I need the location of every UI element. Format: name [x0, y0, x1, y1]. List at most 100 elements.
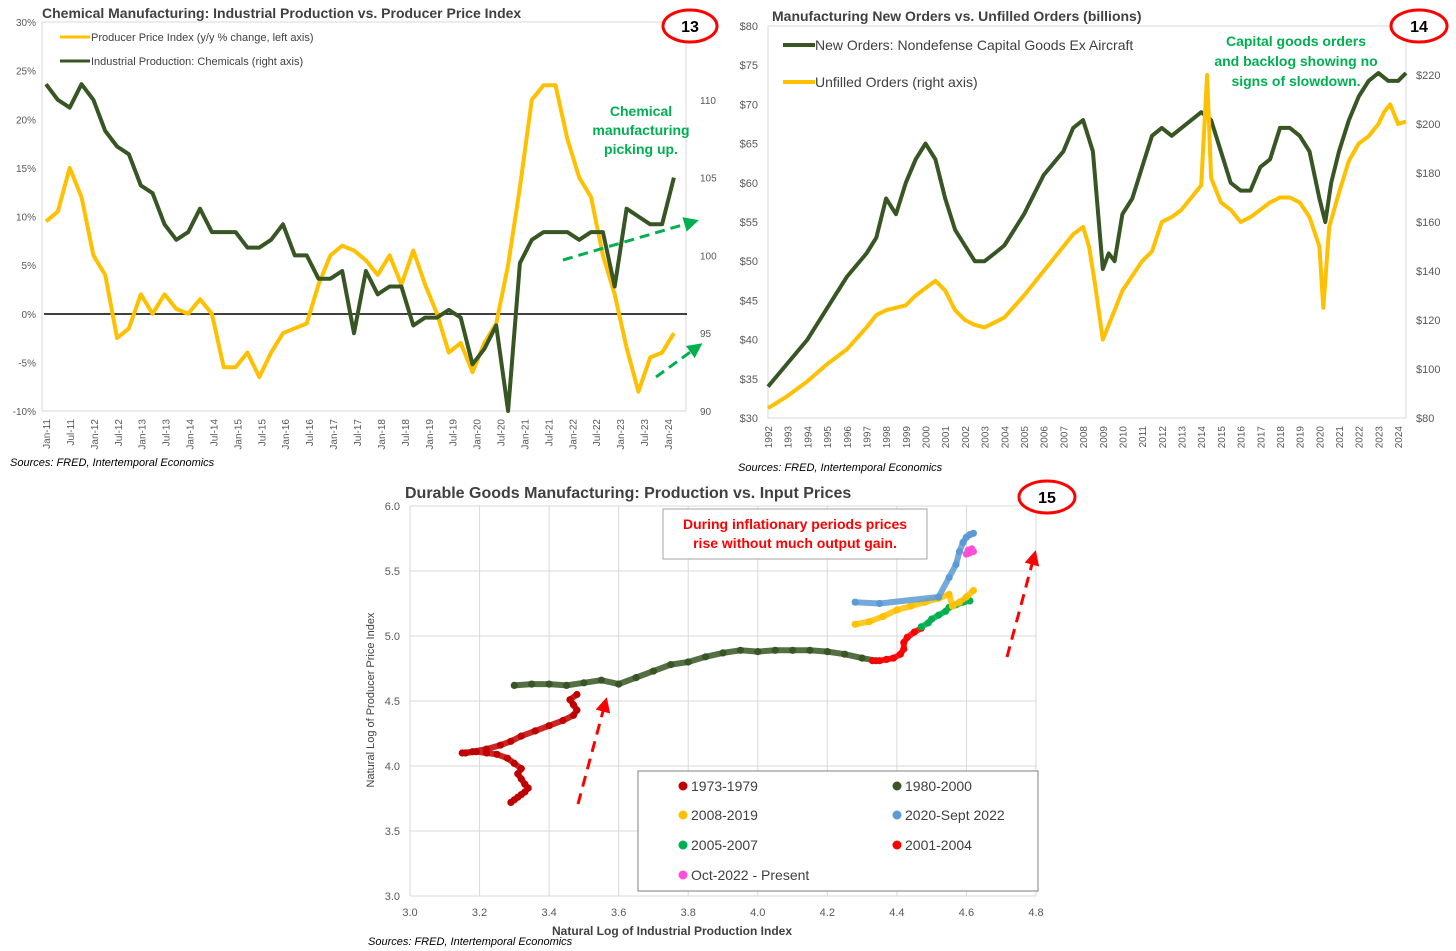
chart-14-y-right-tick-220: $220	[1416, 70, 1440, 82]
chart-14-series-line-new-orders	[766, 71, 1408, 388]
chart-15-point-2001-2004	[900, 645, 908, 653]
chart-14: Manufacturing New Orders vs. Unfilled Or…	[738, 8, 1449, 474]
chart-13-x-axis: Jan-11 Jul-11 Jan-12 Jul-12 Jan-13 Jul-13 Jan-…	[42, 419, 675, 450]
chart-13-plot-frame	[41, 21, 687, 412]
chart-14-x-tick-2018: 2018	[1276, 426, 1287, 449]
chart-14-y-left-tick-35: $35	[740, 374, 758, 386]
chart-14-y-left-tick-65: $65	[740, 139, 758, 151]
chart-13-x-tick-jul-11: Jul-11	[66, 419, 77, 446]
chart-14-x-tick-2003: 2003	[981, 426, 992, 449]
chart-15-point-2020-sept-2022	[935, 593, 943, 601]
chart-15-annotation-line-1: During inflationary periods prices	[683, 516, 907, 532]
chart-15-point-1980-2000	[667, 661, 675, 669]
chart-15-legend-box	[637, 770, 1039, 892]
chart-15-point-1973-1979	[521, 780, 529, 788]
chart-15-number-badge	[1017, 479, 1077, 515]
chart-14-x-tick-1992: 1992	[764, 426, 775, 449]
chart-14-x-tick-2008: 2008	[1079, 426, 1090, 449]
chart-15-point-2008-2019	[948, 602, 957, 610]
chart-13-x-tick-jan-18: Jan-18	[377, 419, 388, 450]
chart-15-point-1980-2000	[615, 680, 623, 688]
chart-13-legend: Producer Price Index (y/y % change, left…	[60, 32, 314, 68]
chart-15-point-2008-2019	[851, 620, 859, 628]
chart-15-y-tick-3-5: 3.5	[385, 826, 400, 838]
chart-13-x-tick-jan-19: Jan-19	[425, 419, 436, 450]
chart-15-x-tick-4-8: 4.8	[1028, 907, 1043, 919]
chart-15-point-1973-1979	[514, 770, 522, 778]
chart-14-series	[766, 71, 1408, 410]
chart-14-x-tick-1997: 1997	[862, 426, 873, 449]
chart-14-title: Manufacturing New Orders vs. Unfilled Or…	[772, 8, 1142, 24]
chart-14-x-tick-2019: 2019	[1296, 426, 1307, 449]
chart-15-point-1980-2000	[649, 667, 658, 675]
chart-14-y-right-tick-200: $200	[1416, 119, 1440, 131]
chart-15-point-2001-2004	[889, 654, 898, 662]
chart-14-x-tick-2014: 2014	[1197, 426, 1208, 449]
chart-15: Durable Goods Manufacturing: Production …	[365, 479, 1077, 948]
chart-15-point-1980-2000	[806, 646, 814, 654]
legend-marker-oct-2022-present	[678, 870, 688, 880]
chart-15-x-tick-4-4: 4.4	[889, 907, 904, 919]
chart-15-point-1973-1979	[496, 741, 504, 749]
chart-14-series-line-unfilled-orders	[766, 73, 1407, 410]
chart-14-number-badge	[1389, 8, 1449, 44]
chart-13-arrow-upper	[562, 217, 699, 262]
chart-14-x-tick-2023: 2023	[1374, 426, 1385, 449]
chart-14-x-tick-2009: 2009	[1099, 426, 1110, 449]
chart-13-x-tick-jul-13: Jul-13	[162, 419, 173, 447]
chart-14-x-tick-2016: 2016	[1237, 426, 1248, 449]
chart-15-point-1980-2000	[580, 679, 588, 687]
chart-14-y-right-tick-100: $100	[1416, 364, 1440, 376]
chart-15-point-1973-1979	[507, 737, 515, 745]
chart-14-x-tick-2011: 2011	[1138, 426, 1149, 448]
chart-13-x-tick-jan-16: Jan-16	[281, 419, 292, 450]
chart-13-x-tick-jul-20: Jul-20	[497, 419, 508, 447]
chart-15-y-tick-6-0: 6.0	[385, 501, 400, 513]
chart-13-series-line-ip-chemicals	[44, 82, 676, 413]
legend-label-2020-sept-2022: 2020-Sept 2022	[905, 807, 1005, 823]
chart-15-title: Durable Goods Manufacturing: Production …	[405, 485, 851, 502]
chart-15-point-2001-2004	[910, 628, 918, 636]
chart-15-point-2008-2019	[879, 612, 887, 621]
chart-13-x-tick-jul-16: Jul-16	[305, 419, 316, 447]
chart-15-x-tick-4-2: 4.2	[820, 907, 835, 919]
chart-15-point-2001-2004	[896, 650, 905, 658]
chart-14-x-tick-2002: 2002	[961, 426, 972, 449]
chart-15-point-1980-2000	[736, 646, 745, 654]
chart-14-x-tick-2021: 2021	[1335, 426, 1346, 449]
chart-13-x-tick-jul-21: Jul-21	[544, 419, 555, 447]
legend-label-unfilled-orders: Unfilled Orders (right axis)	[815, 74, 978, 90]
chart-14-x-tick-2007: 2007	[1059, 426, 1070, 449]
chart-13-number-badge	[661, 8, 719, 44]
chart-14-x-tick-2001: 2001	[941, 426, 952, 449]
chart-15-point-2005-2007	[928, 615, 936, 623]
chart-14-x-tick-2004: 2004	[1000, 426, 1011, 449]
chart-15-point-2001-2004	[903, 633, 911, 641]
chart-15-point-1973-1979	[510, 759, 518, 768]
chart-13-right-axis: 110 105 100 95 90	[700, 96, 717, 418]
chart-15-series	[458, 529, 978, 807]
chart-15-point-1973-1979	[573, 706, 581, 714]
chart-15-point-2001-2004	[900, 638, 908, 647]
chart-13-x-tick-jul-17: Jul-17	[353, 419, 364, 447]
chart-15-point-1973-1979	[469, 748, 477, 756]
chart-13-annotation-line-3: picking up.	[604, 141, 678, 157]
chart-14-x-tick-1993: 1993	[784, 426, 795, 449]
chart-14-x-tick-2013: 2013	[1178, 426, 1189, 449]
chart-14-x-tick-1999: 1999	[902, 426, 913, 449]
chart-15-series-trail-1980-2000	[511, 647, 879, 689]
chart-15-point-1980-2000	[684, 658, 692, 666]
chart-13-arrow-lower	[655, 343, 703, 379]
chart-14-annotation-line-1: Capital goods orders	[1226, 33, 1366, 49]
chart-14-x-tick-2000: 2000	[922, 426, 933, 449]
chart-13-x-tick-jul-12: Jul-12	[114, 419, 125, 447]
chart-14-x-tick-2012: 2012	[1158, 426, 1169, 449]
chart-15-y-tick-3-0: 3.0	[385, 891, 400, 903]
chart-13-x-tick-jan-17: Jan-17	[329, 419, 340, 450]
chart-15-point-2005-2007	[935, 611, 943, 619]
chart-13-y-right-tick-100: 100	[700, 251, 717, 262]
chart-15-x-tick-3-6: 3.6	[611, 907, 626, 919]
chart-15-point-2008-2019	[969, 586, 978, 595]
chart-14-x-tick-2005: 2005	[1020, 426, 1031, 449]
